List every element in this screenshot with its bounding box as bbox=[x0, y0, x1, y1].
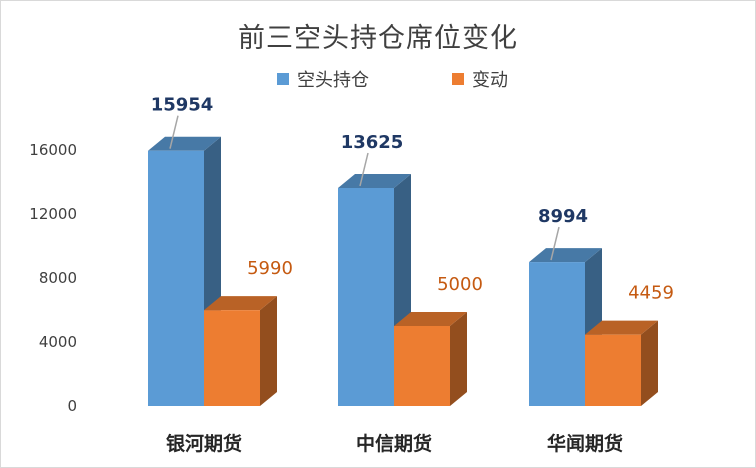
bar-s1-c0 bbox=[204, 310, 260, 406]
bar-s1-c2 bbox=[585, 334, 641, 406]
data-label-s1-c1: 5000 bbox=[437, 274, 483, 295]
bar-s0-c0 bbox=[148, 150, 204, 406]
legend-item-series-1: 空头持仓 bbox=[277, 66, 369, 92]
x-category-label-0: 银河期货 bbox=[166, 432, 242, 455]
bar-s1-c1 bbox=[394, 326, 450, 406]
legend-swatch-series-1 bbox=[277, 73, 289, 85]
x-category-label-2: 华闻期货 bbox=[547, 432, 623, 455]
data-label-s1-c2: 4459 bbox=[628, 283, 674, 304]
bar-top-s0-c2 bbox=[529, 248, 602, 263]
y-tick-label-2: 8000 bbox=[39, 269, 77, 287]
bar-top-s0-c0 bbox=[148, 136, 221, 151]
leader-line-c0 bbox=[169, 115, 179, 149]
data-label-s0-c0: 15954 bbox=[151, 95, 214, 116]
data-label-s0-c2: 8994 bbox=[538, 206, 588, 227]
y-tick-label-4: 16000 bbox=[29, 141, 77, 159]
legend-label-series-2: 变动 bbox=[472, 70, 508, 91]
bar-side-s1-c1 bbox=[450, 312, 467, 406]
chart-title: 前三空头持仓席位变化 bbox=[238, 23, 518, 54]
bar-top-s1-c1 bbox=[394, 312, 467, 326]
y-tick-label-0: 0 bbox=[67, 397, 77, 415]
bar-side-s1-c2 bbox=[641, 320, 658, 406]
leader-line-c2 bbox=[550, 226, 560, 261]
legend-swatch-series-2 bbox=[452, 73, 464, 85]
bar-s0-c1 bbox=[338, 188, 394, 406]
legend-item-series-2: 变动 bbox=[452, 66, 508, 92]
leader-line-c1 bbox=[359, 152, 369, 187]
data-label-s0-c1: 13625 bbox=[341, 132, 404, 153]
legend-label-series-1: 空头持仓 bbox=[297, 70, 369, 91]
bar-s0-c2 bbox=[529, 262, 585, 406]
bar-top-s1-c2 bbox=[585, 320, 658, 335]
data-label-s1-c0: 5990 bbox=[247, 258, 293, 279]
chart-legend: 空头持仓 变动 bbox=[0, 66, 756, 96]
bar-side-s1-c0 bbox=[260, 296, 277, 406]
bar-top-s1-c0 bbox=[204, 296, 277, 311]
y-tick-label-1: 4000 bbox=[39, 333, 77, 351]
bar-top-s0-c1 bbox=[338, 174, 411, 188]
x-category-label-1: 中信期货 bbox=[356, 432, 432, 455]
y-tick-label-3: 12000 bbox=[29, 205, 77, 223]
